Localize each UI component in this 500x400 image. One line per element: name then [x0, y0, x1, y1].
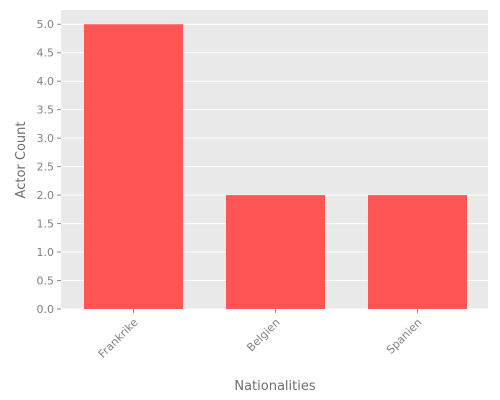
y-axis-title: Actor Count — [14, 122, 29, 199]
bar-belgien — [226, 195, 325, 309]
y-tick-label: 0.0 — [37, 303, 55, 316]
y-tick-label: 3.5 — [37, 104, 55, 117]
y-tick-label: 4.0 — [37, 75, 55, 88]
y-tick-label: 4.5 — [37, 47, 55, 60]
y-axis-ticks: 0.0 0.5 1.0 1.5 2.0 2.5 3.0 3.5 4.0 4.5 5.0 — [37, 18, 61, 316]
x-tick-label: Spanien — [384, 316, 425, 357]
y-tick-label: 2.5 — [37, 161, 55, 174]
bars — [84, 24, 467, 309]
bar-spanien — [368, 195, 467, 309]
bar-frankrike — [84, 24, 183, 309]
x-axis-title: Nationalities — [234, 379, 315, 394]
y-tick-label: 2.0 — [37, 189, 55, 202]
y-tick-label: 3.0 — [37, 132, 55, 145]
x-axis-ticks: Frankrike Belgien Spanien — [96, 309, 425, 361]
x-tick-label: Belgien — [244, 316, 282, 354]
y-tick-label: 1.0 — [37, 246, 55, 259]
y-tick-label: 0.5 — [37, 275, 55, 288]
x-tick-label: Frankrike — [96, 316, 141, 361]
y-tick-label: 1.5 — [37, 218, 55, 231]
y-tick-label: 5.0 — [37, 18, 55, 31]
